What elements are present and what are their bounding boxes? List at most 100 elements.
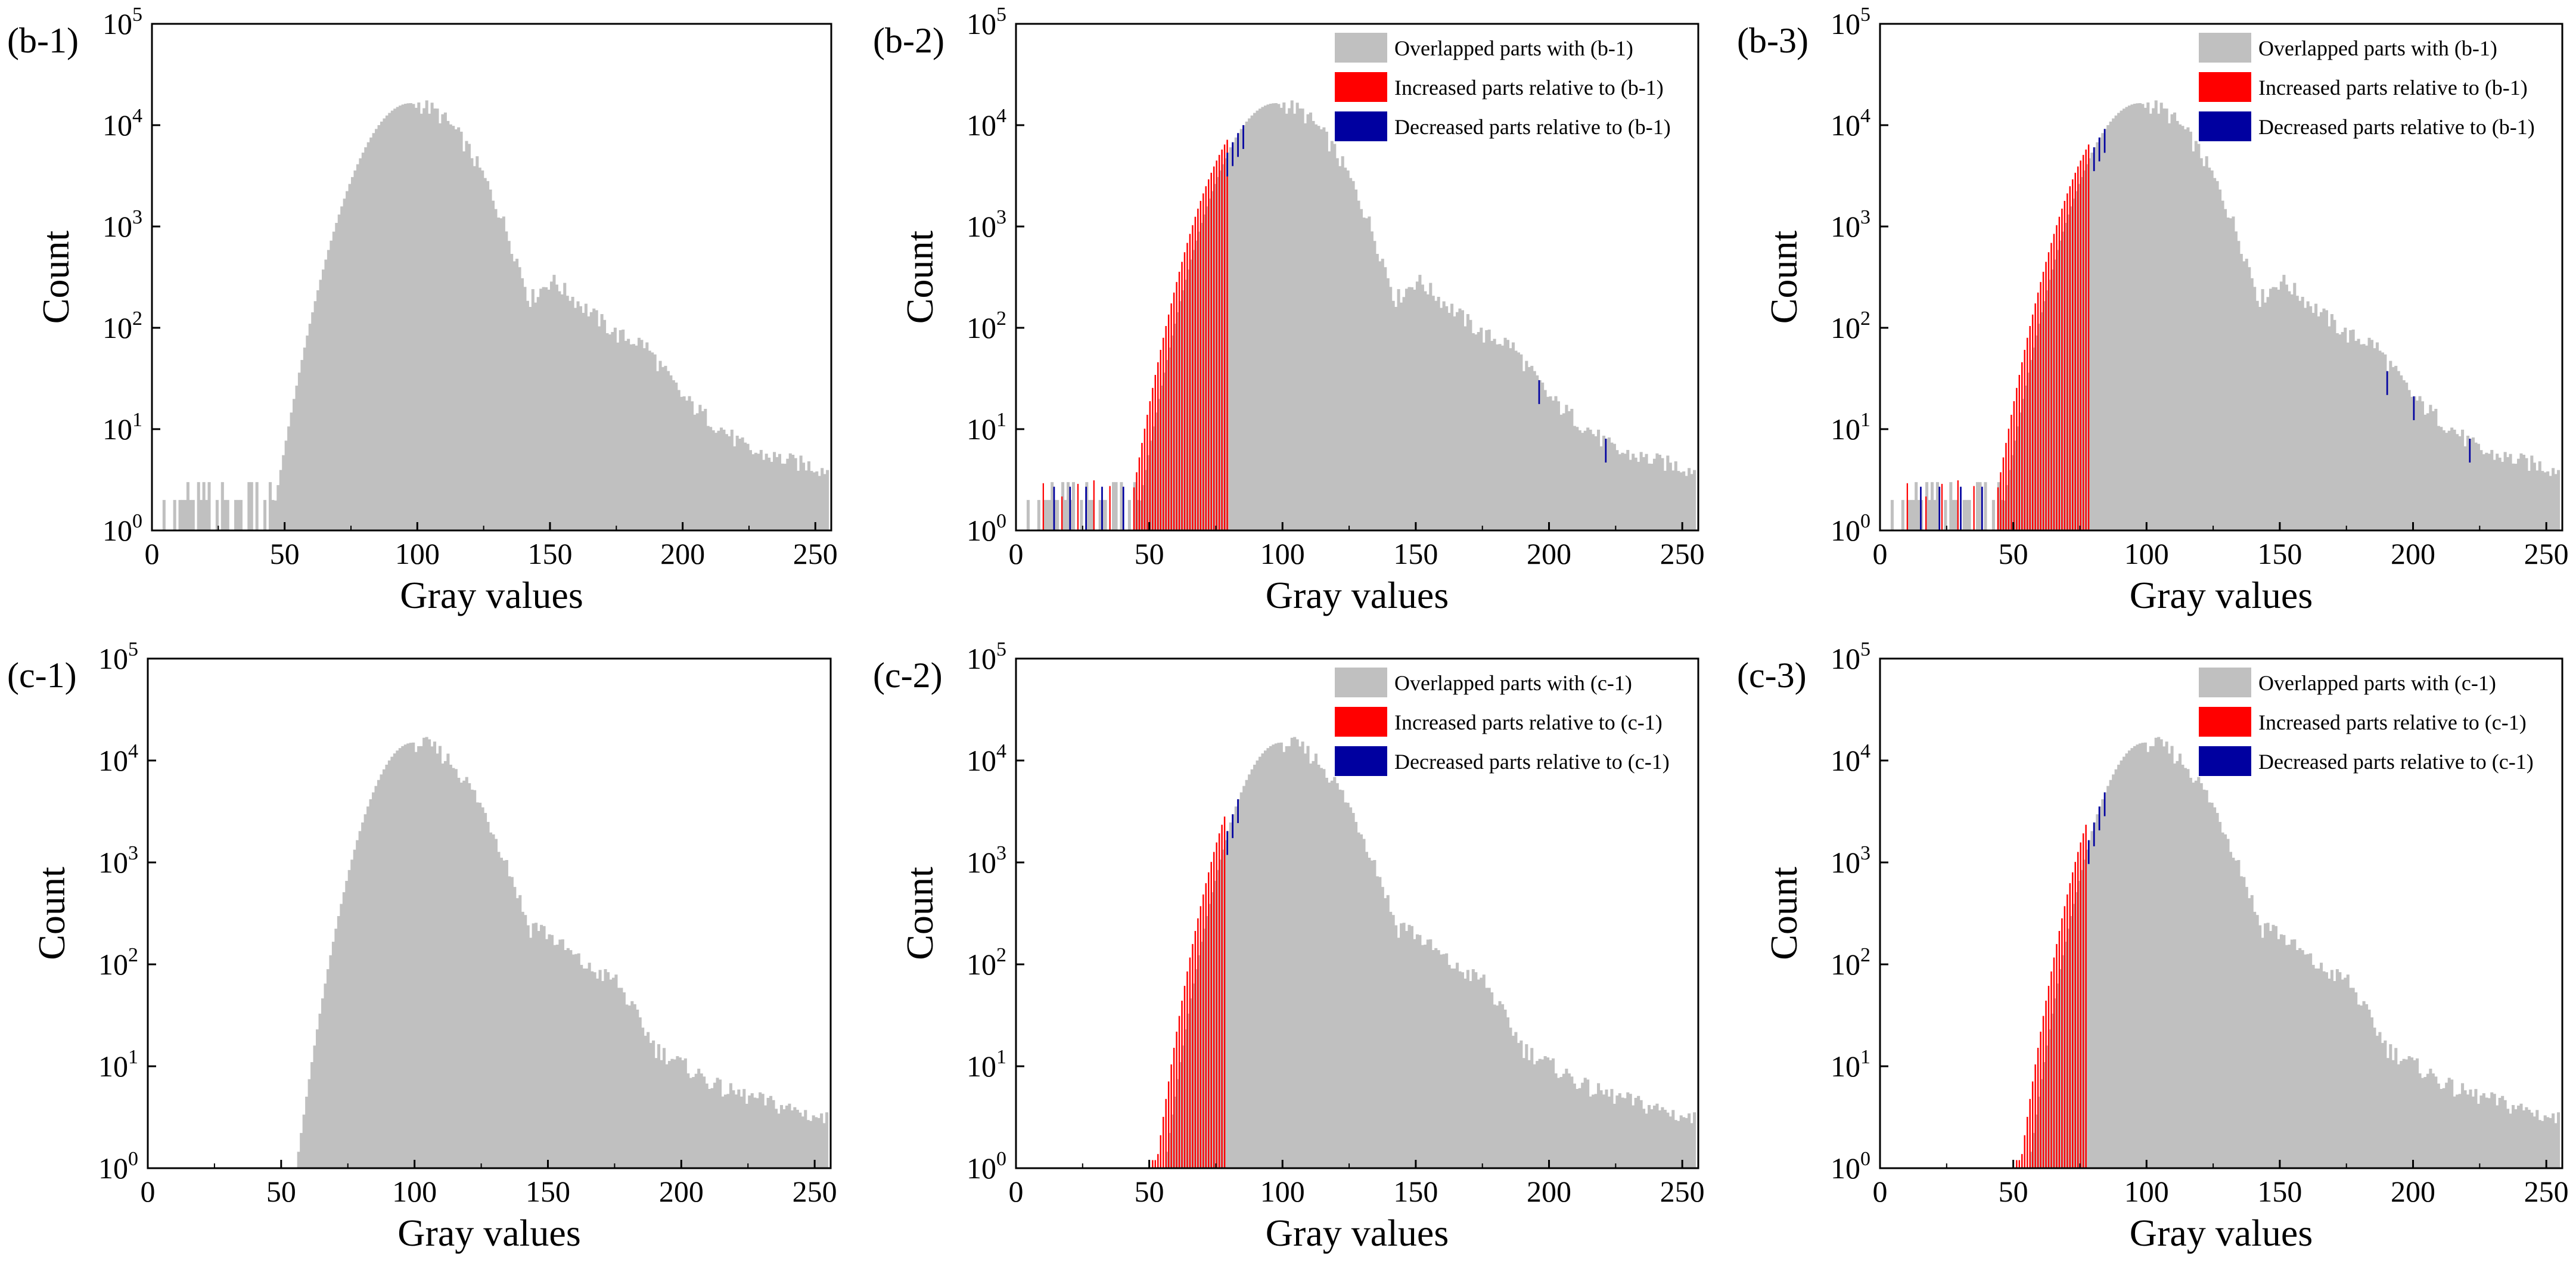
histogram-bar — [555, 944, 559, 1168]
histogram-bar — [2498, 1098, 2502, 1168]
y-tick-base: 10 — [967, 1050, 996, 1083]
panel-label: (c-3) — [1737, 656, 1807, 695]
histogram-bar — [1581, 433, 1584, 530]
y-tick-exponent: 2 — [996, 308, 1006, 330]
histogram-bar — [1655, 1103, 1659, 1168]
histogram-bar — [553, 945, 557, 1168]
histogram-bar — [282, 455, 285, 530]
histogram-bar — [2554, 1123, 2558, 1168]
y-tick-label: 103 — [102, 206, 142, 243]
legend-swatch — [2199, 33, 2251, 63]
histogram-bar — [1165, 359, 1169, 530]
histogram-bar — [1263, 750, 1267, 1168]
histogram-bar — [1952, 499, 1955, 530]
histogram-bar — [772, 1100, 775, 1168]
histogram-bar — [2173, 112, 2177, 530]
histogram-bar — [1562, 1073, 1565, 1168]
histogram-bar — [1925, 482, 1929, 530]
legend-label: Decreased parts relative to (b-1) — [2258, 115, 2535, 139]
histogram-bar — [2120, 760, 2123, 1168]
histogram-bar — [2165, 108, 2168, 530]
histogram-bar — [746, 443, 750, 530]
histogram-bar — [711, 430, 715, 530]
histogram-bar — [569, 950, 573, 1168]
y-axis-label: Count — [899, 867, 941, 960]
histogram-bar — [1362, 839, 1366, 1168]
increase-bar — [2087, 144, 2090, 531]
histogram-bar — [361, 822, 365, 1168]
histogram-bar — [2133, 104, 2136, 530]
panel-label: (b-3) — [1737, 21, 1809, 60]
histogram-bar — [672, 380, 675, 530]
histogram-bar — [1570, 408, 1574, 530]
histogram-bar — [1319, 768, 1323, 1168]
histogram-bar — [1112, 482, 1115, 530]
histogram-bar — [234, 499, 238, 530]
histogram-bar — [366, 806, 370, 1168]
y-tick-base: 10 — [102, 7, 132, 41]
histogram-bar — [2112, 774, 2115, 1168]
histogram-bar — [2037, 324, 2040, 530]
histogram-bar — [1141, 485, 1145, 530]
increase-bar — [2047, 986, 2050, 1168]
y-tick-exponent: 5 — [1860, 638, 1870, 660]
histogram-bar — [1634, 457, 1637, 530]
histogram-bar — [2365, 1004, 2369, 1168]
histogram-bar — [649, 1042, 652, 1168]
histogram-bar — [1301, 741, 1304, 1168]
histogram-bar — [470, 158, 474, 530]
histogram-bar — [1962, 499, 1966, 530]
histogram-bar — [2381, 352, 2384, 530]
histogram-bar — [2463, 446, 2467, 530]
histogram-bar — [561, 939, 564, 1168]
histogram-bar — [1984, 482, 1987, 530]
histogram-bar — [1503, 337, 1507, 530]
histogram-bar — [1471, 969, 1475, 1168]
histogram-bar — [2047, 1029, 2051, 1168]
histogram-bar — [2186, 127, 2190, 530]
histogram-bar — [404, 104, 408, 530]
histogram-bar — [271, 499, 275, 530]
histogram-bar — [1269, 746, 1272, 1168]
histogram-bar — [1594, 1094, 1598, 1168]
histogram-bar — [1450, 968, 1454, 1168]
histogram-bar — [1274, 743, 1278, 1168]
histogram-bar — [2125, 107, 2128, 530]
histogram-bar — [589, 312, 593, 530]
histogram-bar — [348, 184, 352, 531]
histogram-bar — [494, 209, 498, 530]
increase-bar — [2056, 943, 2058, 1168]
histogram-bar — [1373, 241, 1376, 530]
histogram-bar — [1138, 500, 1142, 530]
histogram-bar — [478, 802, 482, 1168]
y-tick-label: 100 — [1831, 510, 1870, 547]
histogram-bar — [1298, 746, 1302, 1168]
histogram-bar — [1200, 942, 1203, 1168]
histogram-bar — [2067, 214, 2070, 531]
y-tick-base: 10 — [1831, 846, 1860, 879]
increase-bar — [1200, 201, 1202, 530]
histogram-bar — [1354, 822, 1358, 1168]
histogram-bar — [1162, 373, 1166, 530]
y-tick-exponent: 1 — [1860, 1046, 1870, 1068]
x-axis-label: Gray values — [2130, 574, 2313, 616]
histogram-bar — [1658, 1110, 1661, 1168]
histogram-bar — [2096, 142, 2099, 531]
histogram-bar — [1346, 170, 1350, 530]
histogram-bar — [2274, 926, 2278, 1168]
histogram-bar — [2290, 939, 2294, 1168]
x-tick-label: 150 — [2257, 537, 2302, 570]
histogram-bar — [781, 463, 784, 530]
decrease-bar — [1920, 486, 1922, 530]
histogram-bar — [683, 1058, 687, 1168]
histogram-bar — [358, 831, 362, 1168]
histogram-bar — [2197, 144, 2201, 531]
histogram-bar — [1618, 454, 1621, 530]
histogram-bar — [1632, 454, 1635, 530]
histogram-bar — [1351, 181, 1355, 530]
increase-bar — [2011, 414, 2012, 530]
histogram-bar — [186, 482, 189, 530]
histogram-bar — [802, 463, 806, 530]
histogram-bar — [2295, 296, 2299, 530]
